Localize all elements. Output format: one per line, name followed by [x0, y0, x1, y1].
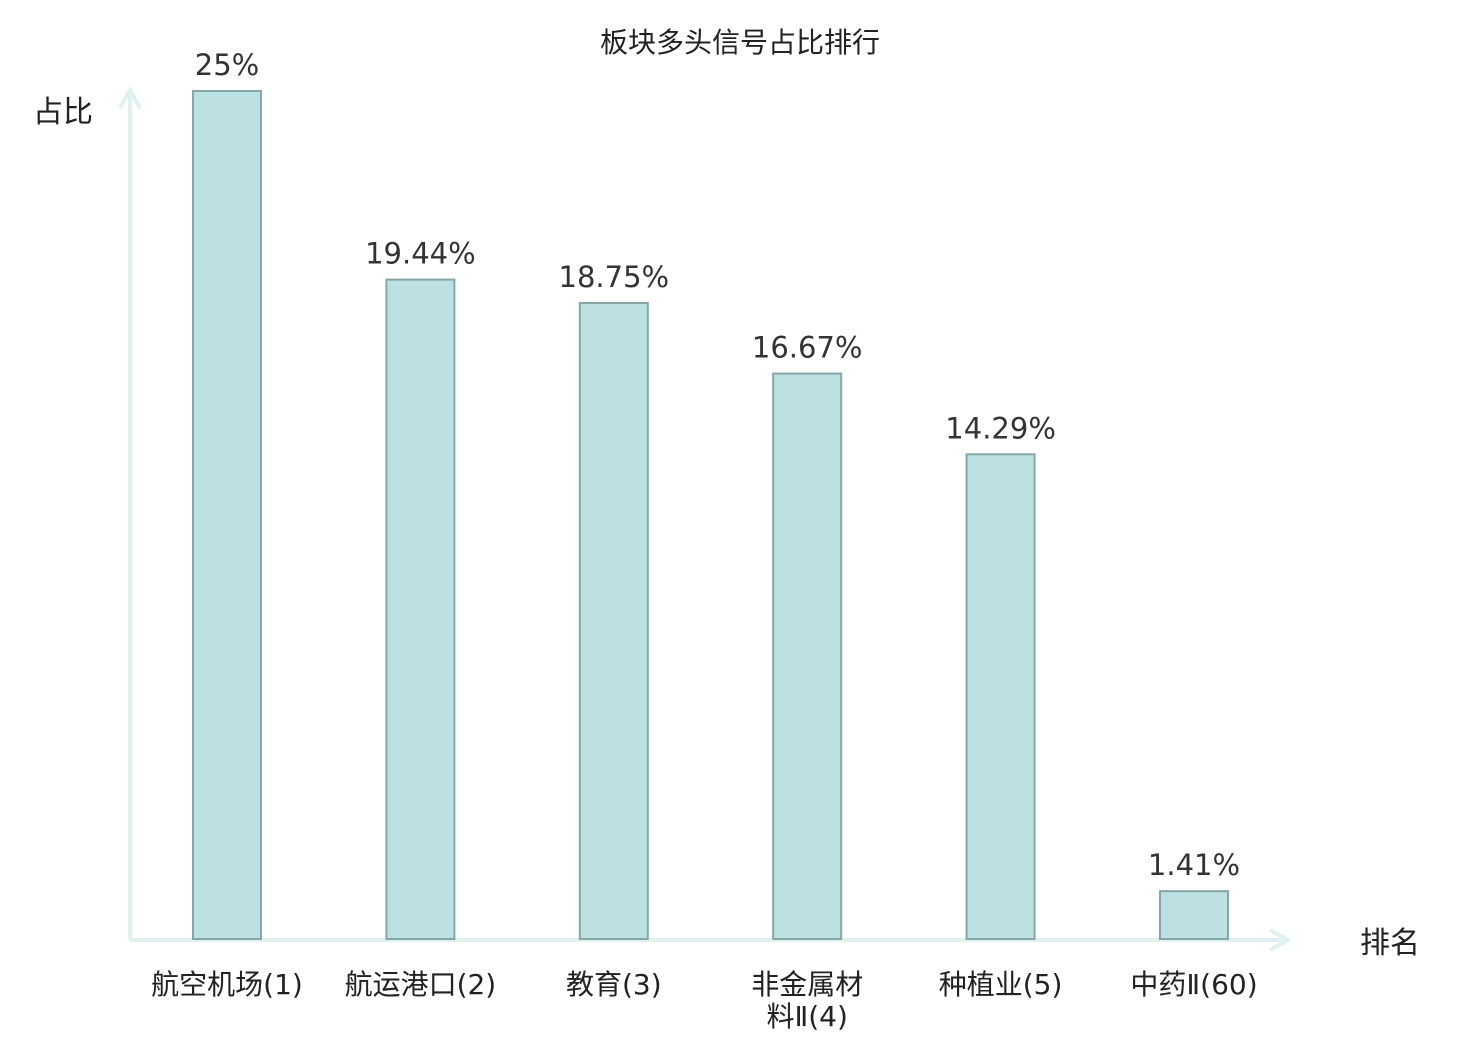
x-tick-label-line: 种植业(5) — [939, 968, 1063, 1001]
x-tick-label: 教育(3) — [566, 968, 662, 1001]
y-axis-label: 占比 — [33, 95, 93, 130]
y-axis-arrow — [118, 85, 142, 109]
bar — [578, 302, 649, 940]
x-tick-label-line: 航空机场(1) — [151, 968, 303, 1001]
bar — [772, 372, 843, 940]
x-tick-label-line: 料Ⅱ(4) — [766, 1000, 847, 1033]
x-tick-label-line: 非金属材 — [751, 968, 863, 1001]
x-tick-label-line: 航运港口(2) — [345, 968, 497, 1001]
x-tick-label-line: 中药Ⅱ(60) — [1130, 968, 1257, 1001]
x-axis-arrow — [1269, 928, 1293, 952]
x-tick-label: 航运港口(2) — [345, 968, 497, 1001]
bar — [1159, 890, 1229, 940]
x-tick-label: 航空机场(1) — [151, 968, 303, 1001]
bar-value-label: 16.67% — [752, 331, 863, 365]
bar — [385, 278, 456, 940]
bars-group: 25% 航空机场(1) 19.44% 航运港口(2) 18.75% 教育(3) 16.67%… — [151, 48, 1257, 1033]
x-axis-label: 排名 — [1360, 926, 1420, 961]
bar-value-label: 18.75% — [559, 260, 670, 294]
x-tick-label: 中药Ⅱ(60) — [1130, 968, 1257, 1001]
bar-value-label: 14.29% — [945, 411, 1056, 445]
bar — [965, 453, 1036, 940]
bar-value-label: 25% — [195, 48, 259, 82]
bar-value-label: 19.44% — [365, 237, 476, 271]
chart-title: 板块多头信号占比排行 — [600, 26, 880, 59]
x-tick-label-line: 教育(3) — [566, 968, 662, 1001]
bar-value-label: 1.41% — [1148, 848, 1240, 882]
x-tick-label: 非金属材料Ⅱ(4) — [751, 968, 863, 1033]
bar — [192, 90, 262, 940]
x-tick-label: 种植业(5) — [939, 968, 1063, 1001]
